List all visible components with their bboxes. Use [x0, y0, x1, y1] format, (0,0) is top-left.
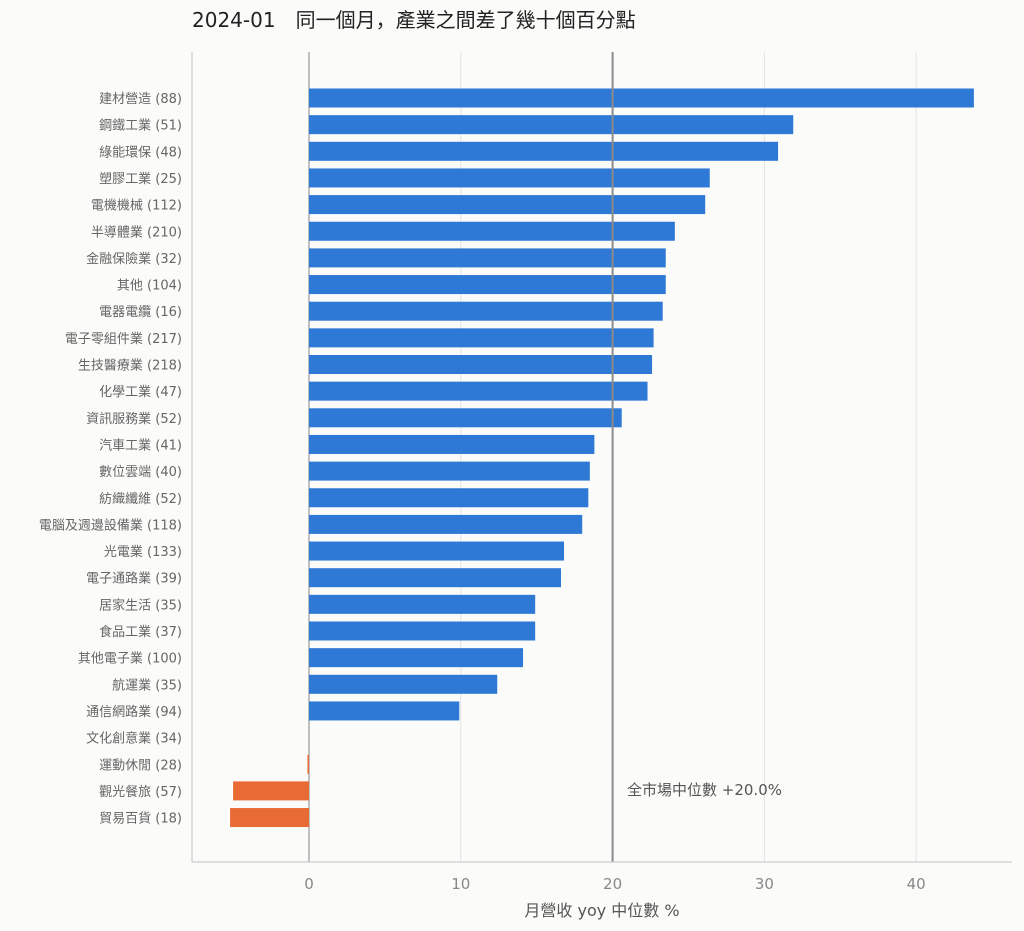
x-tick-label: 20 — [603, 875, 622, 893]
x-tick-label: 30 — [755, 875, 774, 893]
reference-line-label: 全市場中位數 +20.0% — [627, 781, 782, 799]
category-label: 紡織纖維 (52) — [99, 492, 182, 507]
bar — [309, 301, 663, 321]
category-label: 居家生活 (35) — [99, 597, 182, 613]
category-label: 其他電子業 (100) — [78, 651, 182, 667]
category-label: 光電業 (133) — [104, 544, 182, 560]
x-tick-labels: 0 10 20 30 40 — [304, 875, 926, 893]
bar — [309, 248, 666, 268]
bar — [309, 195, 706, 215]
category-label: 數位雲端 (40) — [99, 465, 182, 480]
bar — [309, 408, 622, 428]
bar — [309, 115, 794, 135]
category-label: 資訊服務業 (52) — [86, 411, 182, 427]
bar — [309, 568, 561, 588]
category-label: 食品工業 (37) — [99, 624, 182, 640]
category-label: 貿易百貨 (18) — [99, 811, 182, 827]
bar — [309, 701, 460, 721]
bar — [309, 488, 589, 508]
category-label: 塑膠工業 (25) — [99, 171, 182, 187]
category-label: 綠能環保 (48) — [99, 145, 182, 160]
category-label: 電子零組件業 (217) — [65, 331, 182, 347]
bar — [309, 381, 648, 401]
x-tick-label: 0 — [304, 875, 314, 893]
bar — [309, 275, 666, 295]
category-label: 金融保險業 (32) — [86, 251, 182, 267]
bar — [309, 648, 524, 668]
x-tick-label: 40 — [907, 875, 926, 893]
category-label: 運動休閒 (28) — [99, 758, 182, 773]
category-label: 通信網路業 (94) — [86, 704, 182, 720]
bar — [309, 434, 595, 454]
bar — [309, 328, 654, 348]
bar — [309, 221, 675, 241]
category-label: 電腦及週邊設備業 (118) — [39, 517, 182, 533]
category-label: 建材營造 (88) — [99, 92, 182, 107]
category-label: 生技醫療業 (218) — [78, 358, 182, 374]
category-label: 化學工業 (47) — [99, 384, 182, 400]
bar — [233, 781, 309, 801]
x-tick-label: 10 — [451, 875, 470, 893]
bar — [309, 88, 974, 108]
bar — [309, 594, 536, 614]
category-label: 汽車工業 (41) — [99, 437, 182, 453]
bar — [307, 754, 309, 774]
x-axis-title: 月營收 yoy 中位數 % — [524, 901, 679, 920]
bar — [309, 621, 536, 641]
category-label: 文化創意業 (34) — [86, 731, 182, 747]
bar — [309, 141, 779, 161]
category-label: 航運業 (35) — [112, 677, 182, 693]
category-label: 電子通路業 (39) — [86, 571, 182, 587]
bars — [230, 88, 974, 828]
category-label: 其他 (104) — [117, 279, 182, 294]
bar — [309, 674, 498, 694]
axes-frame — [191, 52, 1012, 863]
bar — [309, 514, 583, 534]
bar — [309, 541, 565, 561]
chart-title: 2024-01 同一個月，產業之間差了幾十個百分點 — [192, 8, 636, 32]
bar — [309, 355, 653, 374]
category-label: 電器電纜 (16) — [99, 304, 182, 320]
category-label: 鋼鐵工業 (51) — [99, 118, 182, 134]
category-label: 半導體業 (210) — [91, 224, 182, 240]
bar — [309, 168, 710, 188]
bar — [230, 808, 309, 828]
category-label: 電機機械 (112) — [91, 199, 182, 214]
category-labels: 建材營造 (88) 鋼鐵工業 (51) 綠能環保 (48) 塑膠工業 (25) 電機機械… — [39, 92, 182, 827]
bar — [309, 461, 590, 481]
category-label: 觀光餐旅 (57) — [99, 784, 182, 800]
